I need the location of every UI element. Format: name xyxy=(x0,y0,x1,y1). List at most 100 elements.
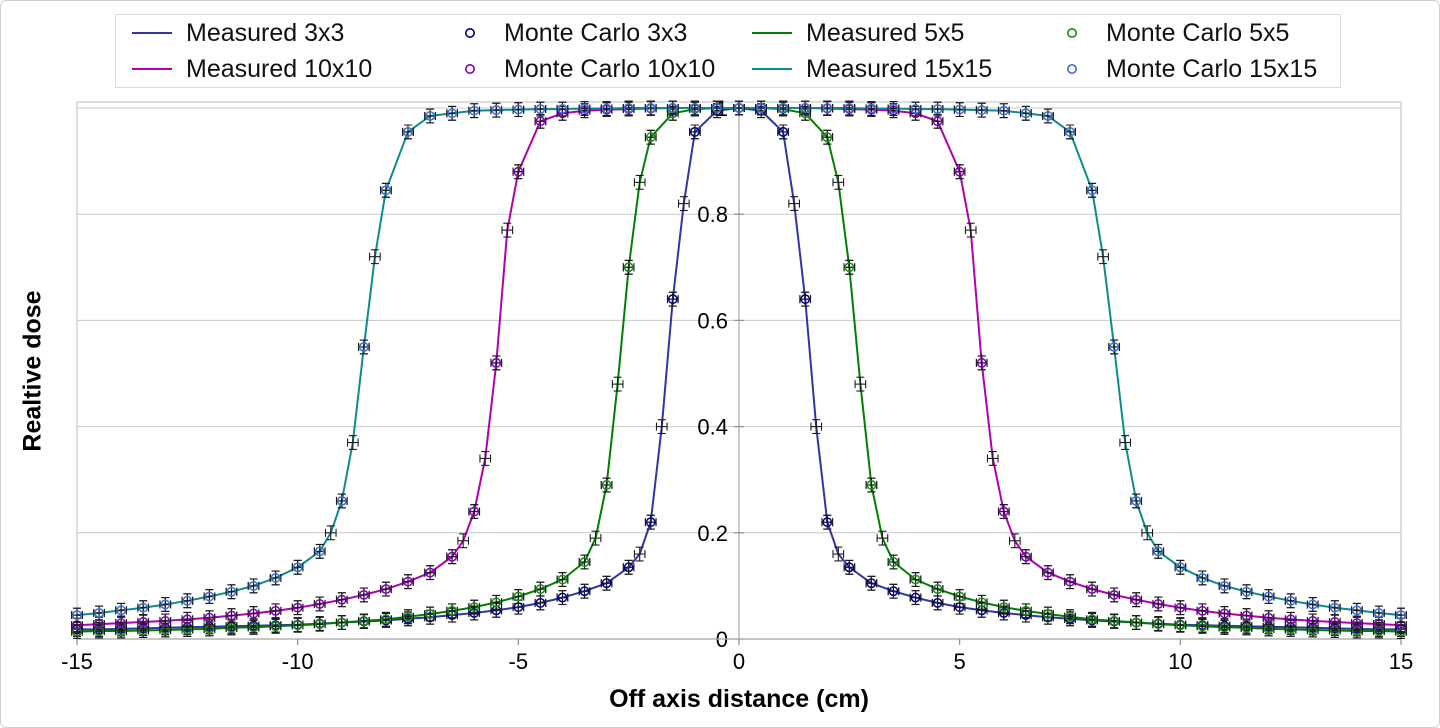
monte-carlo-marker xyxy=(998,105,1009,116)
monte-carlo-marker xyxy=(667,294,678,305)
monte-carlo-marker xyxy=(1197,572,1208,583)
monte-carlo-marker xyxy=(1241,610,1252,621)
monte-carlo-marker xyxy=(1153,619,1164,630)
x-tick-label: -5 xyxy=(509,649,529,674)
legend-item-measured-15x15: Measured 15x15 xyxy=(750,54,1050,83)
monte-carlo-marker xyxy=(270,605,281,616)
series-monte-carlo-15x15 xyxy=(71,100,1407,623)
monte-carlo-marker xyxy=(513,591,524,602)
monte-carlo-marker xyxy=(1285,595,1296,606)
monte-carlo-marker xyxy=(1065,611,1075,622)
monte-carlo-marker xyxy=(822,103,833,113)
monte-carlo-marker xyxy=(358,342,369,352)
monte-carlo-marker xyxy=(358,615,369,626)
legend-line-swatch xyxy=(752,32,792,34)
monte-carlo-marker xyxy=(910,574,921,585)
monte-carlo-marker xyxy=(425,609,436,619)
x-axis-title: Off axis distance (cm) xyxy=(609,685,869,713)
monte-carlo-marker xyxy=(182,614,193,625)
legend-line-swatch xyxy=(132,32,172,34)
legend-label: Measured 10x10 xyxy=(186,54,373,83)
monte-carlo-marker xyxy=(1175,620,1186,631)
legend-label: Measured 15x15 xyxy=(806,54,993,83)
monte-carlo-marker xyxy=(888,586,899,597)
monte-carlo-marker xyxy=(1175,602,1186,613)
monte-carlo-marker xyxy=(734,103,744,113)
monte-carlo-marker xyxy=(1109,589,1120,600)
y-tick-label: 0.8 xyxy=(697,202,728,227)
legend-item-measured-3x3: Measured 3x3 xyxy=(130,20,448,46)
monte-carlo-marker xyxy=(358,589,369,600)
legend-item-monte-carlo-10x10: Monte Carlo 10x10 xyxy=(448,56,750,82)
monte-carlo-marker xyxy=(601,578,612,589)
legend-circle-sample xyxy=(464,28,475,38)
monte-carlo-marker xyxy=(403,611,413,622)
monte-carlo-marker xyxy=(182,595,193,606)
monte-carlo-marker xyxy=(976,105,987,116)
monte-carlo-marker xyxy=(248,622,259,633)
monte-carlo-marker xyxy=(689,126,700,137)
x-tick-label: 0 xyxy=(733,649,745,674)
legend-item-measured-10x10: Measured 10x10 xyxy=(130,54,448,83)
monte-carlo-marker xyxy=(689,103,700,113)
monte-carlo-marker xyxy=(932,584,943,595)
monte-carlo-marker xyxy=(1241,622,1252,633)
monte-carlo-marker xyxy=(1373,608,1384,618)
monte-carlo-marker xyxy=(778,126,789,137)
monte-carlo-marker xyxy=(1219,622,1230,633)
monte-carlo-marker xyxy=(1131,594,1142,605)
monte-carlo-marker xyxy=(579,586,590,597)
monte-carlo-marker xyxy=(1396,610,1406,621)
x-tick-label: 10 xyxy=(1168,649,1192,674)
x-tick-label: 5 xyxy=(954,649,966,674)
monte-carlo-marker xyxy=(226,586,237,597)
legend-item-monte-carlo-15x15: Monte Carlo 15x15 xyxy=(1050,54,1340,83)
monte-carlo-marker xyxy=(1263,612,1274,623)
monte-carlo-marker xyxy=(1263,591,1274,602)
monte-carlo-marker xyxy=(667,103,678,113)
monte-carlo-marker xyxy=(800,103,811,113)
monte-carlo-marker xyxy=(1131,617,1142,628)
legend-label: Monte Carlo 3x3 xyxy=(504,18,688,47)
monte-carlo-marker xyxy=(425,567,436,578)
y-tick-label: 0.6 xyxy=(697,308,728,333)
monte-carlo-marker xyxy=(535,104,546,115)
legend-circle-sample xyxy=(464,64,475,74)
monte-carlo-marker xyxy=(822,132,833,143)
monte-carlo-marker xyxy=(138,617,149,627)
legend-circle-swatch xyxy=(464,28,475,38)
monte-carlo-marker xyxy=(954,104,965,115)
legend-circle-swatch xyxy=(1066,64,1077,74)
legend-circle-sample xyxy=(1066,28,1077,38)
monte-carlo-marker xyxy=(579,557,590,567)
y-axis-title: Realtive dose xyxy=(18,290,47,452)
monte-carlo-marker xyxy=(1351,618,1362,629)
monte-carlo-marker xyxy=(314,599,325,609)
monte-carlo-marker xyxy=(160,599,171,610)
monte-carlo-marker xyxy=(1020,108,1031,119)
monte-carlo-marker xyxy=(380,584,391,595)
monte-carlo-marker xyxy=(292,602,303,613)
monte-carlo-marker xyxy=(645,517,656,528)
monte-carlo-marker xyxy=(888,557,899,567)
monte-carlo-marker xyxy=(866,578,877,589)
monte-carlo-marker xyxy=(469,506,480,517)
monte-carlo-marker xyxy=(1020,551,1031,562)
monte-carlo-marker xyxy=(557,592,568,603)
monte-carlo-marker xyxy=(557,104,568,115)
legend-circle-sample xyxy=(1066,64,1077,74)
legend-circle-swatch xyxy=(1066,28,1077,38)
monte-carlo-marker xyxy=(1109,342,1120,352)
monte-carlo-marker xyxy=(844,562,855,573)
monte-carlo-marker xyxy=(491,597,502,608)
legend-item-monte-carlo-5x5: Monte Carlo 5x5 xyxy=(1050,20,1340,46)
legend: Measured 3x3 Monte Carlo 3x3 Measured 5x5 M… xyxy=(115,14,1341,88)
monte-carlo-marker xyxy=(1020,605,1031,616)
series-monte-carlo-10x10 xyxy=(71,100,1407,633)
monte-carlo-marker xyxy=(72,610,82,621)
legend-label: Monte Carlo 15x15 xyxy=(1106,54,1318,83)
monte-carlo-marker xyxy=(1307,615,1318,626)
monte-carlo-marker xyxy=(1307,599,1318,610)
monte-carlo-marker xyxy=(1219,608,1230,619)
monte-carlo-marker xyxy=(888,103,899,114)
